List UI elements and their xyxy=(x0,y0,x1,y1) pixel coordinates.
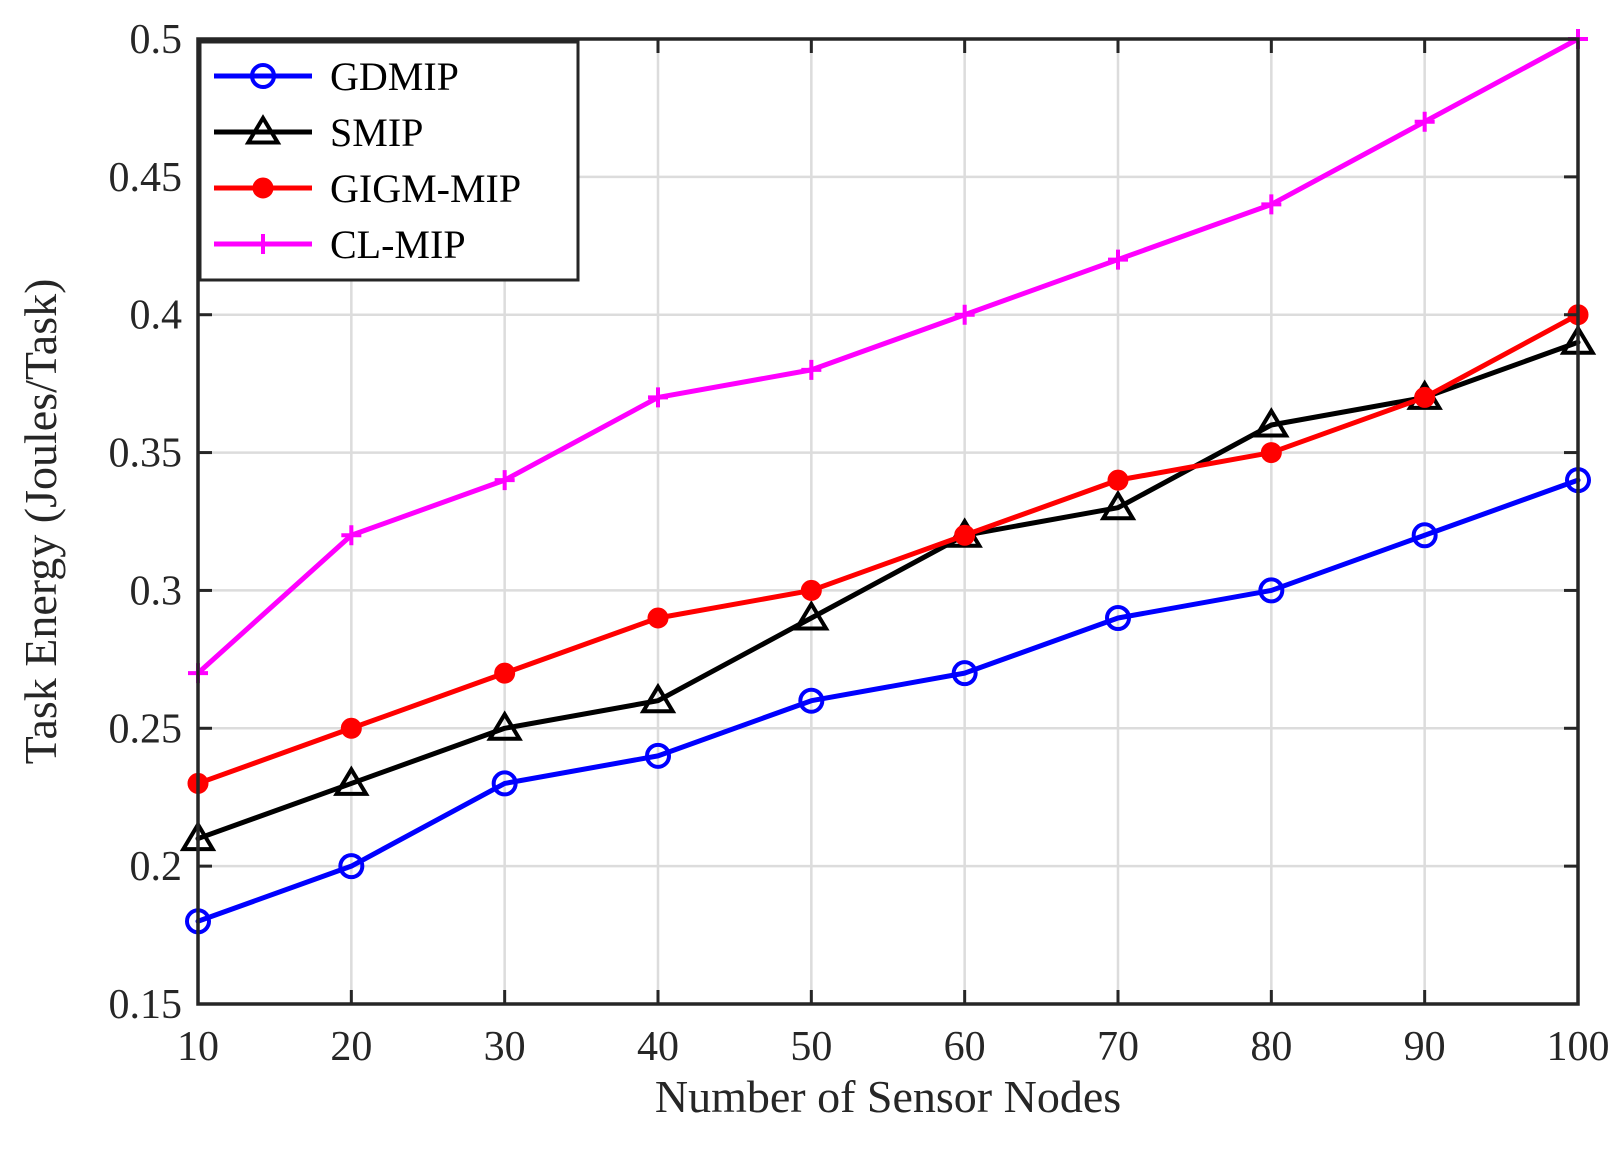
series-line-gdmip xyxy=(195,477,1581,924)
data-point-smip xyxy=(486,710,523,741)
legend: GDMIP SMIP GIGM-MIP CL-MIP xyxy=(198,40,580,282)
y-tick-label: 0.3 xyxy=(130,568,183,614)
data-point-smip xyxy=(793,600,830,631)
data-point-smip xyxy=(639,682,677,714)
legend-label-cl-mip: CL-MIP xyxy=(330,222,466,267)
x-tick-label: 20 xyxy=(330,1024,372,1070)
data-point-smip xyxy=(1099,489,1137,521)
x-tick-label: 80 xyxy=(1250,1024,1292,1070)
y-tick-label: 0.2 xyxy=(130,844,183,890)
x-tick-label: 70 xyxy=(1097,1024,1139,1070)
y-tick-label: 0.45 xyxy=(109,155,183,201)
data-point-gdmip xyxy=(951,660,978,687)
series-line-gigm-mip xyxy=(195,312,1581,786)
data-point-gdmip xyxy=(798,687,825,714)
data-point-cl-mip xyxy=(1261,194,1282,215)
y-tick-label: 0.15 xyxy=(109,982,183,1028)
axis-ticks: 10 20 30 40 50 60 70 80 90 100 0.15 0.2 0.25 0.3 0.35 0… xyxy=(109,17,1610,1070)
plot-frame xyxy=(196,37,1580,1006)
data-point-gdmip xyxy=(338,853,365,880)
legend-entry-cl-mip: CL-MIP xyxy=(214,222,466,267)
data-point-gdmip xyxy=(1105,605,1131,631)
data-point-gigm-mip xyxy=(954,524,976,546)
data-point-cl-mip xyxy=(341,525,362,546)
series-line-cl-mip xyxy=(195,36,1581,676)
y-tick-label: 0.4 xyxy=(130,293,183,339)
data-point-gigm-mip xyxy=(1414,386,1436,408)
data-point-gigm-mip xyxy=(494,662,516,684)
legend-entry-gigm-mip: GIGM-MIP xyxy=(214,166,521,211)
series-gdmip xyxy=(185,467,1591,935)
legend-label-gdmip: GDMIP xyxy=(330,54,459,99)
series-line-smip xyxy=(195,339,1581,842)
legend-entry-gdmip: GDMIP xyxy=(214,54,459,99)
y-tick-label: 0.25 xyxy=(109,706,183,752)
legend-marker-gigm-mip xyxy=(252,177,274,199)
x-axis-title: Number of Sensor Nodes xyxy=(655,1071,1121,1122)
series-layer xyxy=(179,29,1597,935)
data-point-gigm-mip xyxy=(340,717,362,739)
y-tick-label: 0.5 xyxy=(130,17,183,63)
legend-marker-cl-mip xyxy=(253,234,273,254)
series-smip xyxy=(179,324,1597,852)
x-tick-label: 90 xyxy=(1404,1024,1446,1070)
data-point-gdmip xyxy=(645,742,671,769)
data-point-gdmip xyxy=(1258,577,1285,604)
x-tick-label: 50 xyxy=(790,1024,832,1070)
y-tick-label: 0.35 xyxy=(109,431,183,477)
x-tick-label: 10 xyxy=(177,1024,219,1070)
series-gigm-mip xyxy=(187,304,1589,794)
x-tick-label: 40 xyxy=(637,1024,679,1070)
data-point-cl-mip xyxy=(1414,111,1435,132)
data-point-cl-mip xyxy=(648,387,668,408)
data-point-cl-mip xyxy=(954,304,975,325)
data-point-smip xyxy=(1253,407,1290,438)
data-point-gigm-mip xyxy=(1107,469,1129,491)
x-tick-label: 60 xyxy=(944,1024,986,1070)
data-point-smip xyxy=(333,765,370,796)
y-axis-title: Task Energy (Joules/Task) xyxy=(15,279,66,765)
data-point-cl-mip xyxy=(494,470,515,491)
data-point-cl-mip xyxy=(1108,249,1128,270)
data-point-cl-mip xyxy=(801,359,822,380)
legend-marker-gdmip xyxy=(250,63,276,89)
legend-label-smip: SMIP xyxy=(330,110,423,155)
x-tick-label: 100 xyxy=(1547,1024,1610,1070)
x-tick-label: 30 xyxy=(484,1024,526,1070)
data-point-gigm-mip xyxy=(1260,442,1282,464)
data-point-gigm-mip xyxy=(800,579,822,601)
legend-entry-smip: SMIP xyxy=(214,110,423,155)
legend-label-gigm-mip: GIGM-MIP xyxy=(330,166,521,211)
data-point-gdmip xyxy=(491,770,518,797)
legend-marker-smip xyxy=(244,114,282,145)
data-point-gigm-mip xyxy=(647,607,669,629)
axis-titles: Number of Sensor Nodes Task Energy (Joul… xyxy=(15,279,1121,1122)
data-point-gdmip xyxy=(1411,522,1438,549)
